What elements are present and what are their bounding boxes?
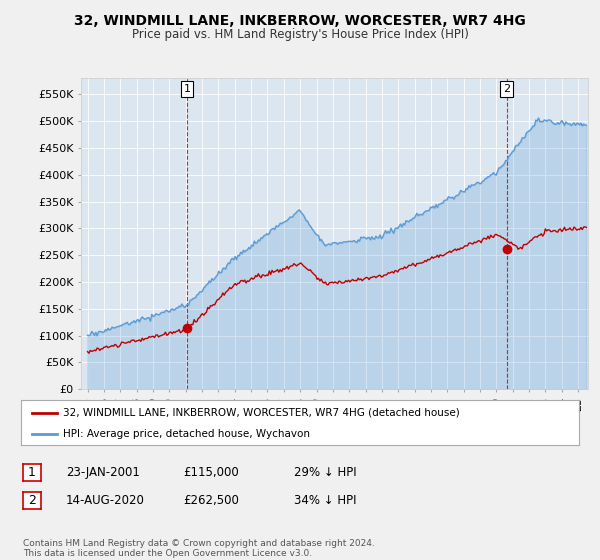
Text: £262,500: £262,500 (183, 494, 239, 507)
Text: 32, WINDMILL LANE, INKBERROW, WORCESTER, WR7 4HG (detached house): 32, WINDMILL LANE, INKBERROW, WORCESTER,… (63, 408, 460, 418)
Text: 1: 1 (28, 466, 36, 479)
Text: 2: 2 (503, 84, 510, 94)
Text: £115,000: £115,000 (183, 466, 239, 479)
Text: Contains HM Land Registry data © Crown copyright and database right 2024.
This d: Contains HM Land Registry data © Crown c… (23, 539, 374, 558)
Text: 1: 1 (184, 84, 191, 94)
Text: 29% ↓ HPI: 29% ↓ HPI (294, 466, 356, 479)
Text: 14-AUG-2020: 14-AUG-2020 (66, 494, 145, 507)
Text: Price paid vs. HM Land Registry's House Price Index (HPI): Price paid vs. HM Land Registry's House … (131, 28, 469, 41)
Text: 23-JAN-2001: 23-JAN-2001 (66, 466, 140, 479)
Text: 34% ↓ HPI: 34% ↓ HPI (294, 494, 356, 507)
Text: 2: 2 (28, 494, 36, 507)
Text: HPI: Average price, detached house, Wychavon: HPI: Average price, detached house, Wych… (63, 429, 310, 439)
Text: 32, WINDMILL LANE, INKBERROW, WORCESTER, WR7 4HG: 32, WINDMILL LANE, INKBERROW, WORCESTER,… (74, 14, 526, 28)
